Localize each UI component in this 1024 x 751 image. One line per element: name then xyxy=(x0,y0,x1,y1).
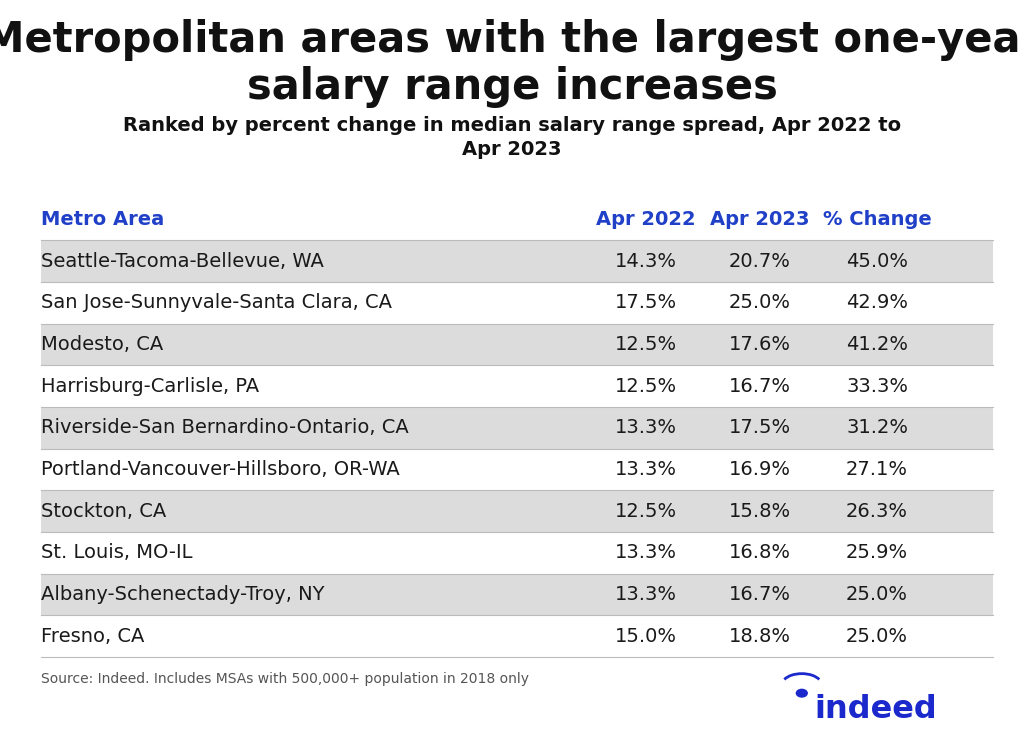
Text: 13.3%: 13.3% xyxy=(614,418,677,437)
Text: 17.5%: 17.5% xyxy=(729,418,791,437)
Text: 25.0%: 25.0% xyxy=(846,585,908,604)
Text: Albany-Schenectady-Troy, NY: Albany-Schenectady-Troy, NY xyxy=(41,585,325,604)
Text: 31.2%: 31.2% xyxy=(846,418,908,437)
Text: 15.8%: 15.8% xyxy=(729,502,791,520)
Text: Riverside-San Bernardino-Ontario, CA: Riverside-San Bernardino-Ontario, CA xyxy=(41,418,409,437)
Text: 33.3%: 33.3% xyxy=(846,377,908,396)
Text: St. Louis, MO-IL: St. Louis, MO-IL xyxy=(41,544,193,562)
Text: Apr 2022: Apr 2022 xyxy=(596,210,695,229)
Text: Stockton, CA: Stockton, CA xyxy=(41,502,166,520)
Text: 16.8%: 16.8% xyxy=(729,544,791,562)
Text: 17.6%: 17.6% xyxy=(729,335,791,354)
Text: 26.3%: 26.3% xyxy=(846,502,908,520)
Text: Portland-Vancouver-Hillsboro, OR-WA: Portland-Vancouver-Hillsboro, OR-WA xyxy=(41,460,399,479)
Text: 42.9%: 42.9% xyxy=(846,294,908,312)
Text: Harrisburg-Carlisle, PA: Harrisburg-Carlisle, PA xyxy=(41,377,259,396)
Text: indeed: indeed xyxy=(814,694,937,725)
Text: Metro Area: Metro Area xyxy=(41,210,164,229)
Text: 18.8%: 18.8% xyxy=(729,627,791,646)
Text: 16.9%: 16.9% xyxy=(729,460,791,479)
Text: 12.5%: 12.5% xyxy=(614,502,677,520)
Text: 12.5%: 12.5% xyxy=(614,377,677,396)
Text: % Change: % Change xyxy=(822,210,932,229)
Text: San Jose-Sunnyvale-Santa Clara, CA: San Jose-Sunnyvale-Santa Clara, CA xyxy=(41,294,392,312)
Text: Fresno, CA: Fresno, CA xyxy=(41,627,144,646)
Text: 25.9%: 25.9% xyxy=(846,544,908,562)
Text: 17.5%: 17.5% xyxy=(614,294,677,312)
Text: 41.2%: 41.2% xyxy=(846,335,908,354)
Text: Ranked by percent change in median salary range spread, Apr 2022 to
Apr 2023: Ranked by percent change in median salar… xyxy=(123,116,901,159)
Text: Source: Indeed. Includes MSAs with 500,000+ population in 2018 only: Source: Indeed. Includes MSAs with 500,0… xyxy=(41,672,529,686)
Text: 15.0%: 15.0% xyxy=(614,627,677,646)
Text: 27.1%: 27.1% xyxy=(846,460,908,479)
Text: Modesto, CA: Modesto, CA xyxy=(41,335,163,354)
Text: 12.5%: 12.5% xyxy=(614,335,677,354)
Text: 16.7%: 16.7% xyxy=(729,377,791,396)
Text: 13.3%: 13.3% xyxy=(614,460,677,479)
Text: 45.0%: 45.0% xyxy=(846,252,908,270)
Text: 14.3%: 14.3% xyxy=(614,252,677,270)
Text: 25.0%: 25.0% xyxy=(729,294,791,312)
Text: 20.7%: 20.7% xyxy=(729,252,791,270)
Text: 16.7%: 16.7% xyxy=(729,585,791,604)
Text: Apr 2023: Apr 2023 xyxy=(711,210,810,229)
Text: Metropolitan areas with the largest one-year
salary range increases: Metropolitan areas with the largest one-… xyxy=(0,19,1024,107)
Text: 13.3%: 13.3% xyxy=(614,544,677,562)
Text: 13.3%: 13.3% xyxy=(614,585,677,604)
Text: Seattle-Tacoma-Bellevue, WA: Seattle-Tacoma-Bellevue, WA xyxy=(41,252,324,270)
Text: 25.0%: 25.0% xyxy=(846,627,908,646)
